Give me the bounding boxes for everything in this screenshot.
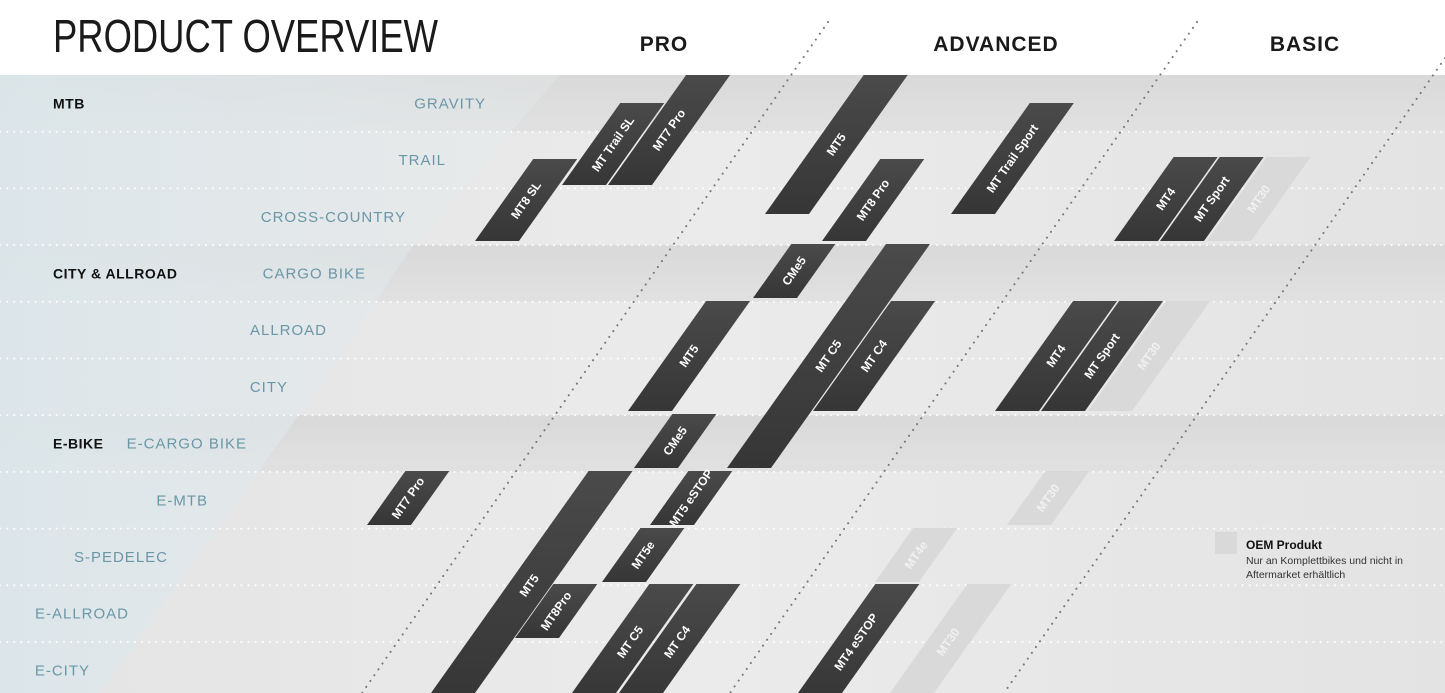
row-dividers bbox=[0, 130, 1445, 643]
product-bar-oem[interactable]: MT30 bbox=[1007, 471, 1090, 525]
product-bar-shape bbox=[875, 528, 958, 582]
product-bar-shape bbox=[562, 103, 665, 185]
legend-title: OEM Produkt bbox=[1246, 538, 1322, 552]
legend-line-1: Nur an Komplettbikes und nicht in bbox=[1246, 555, 1403, 567]
product-bar-shape bbox=[951, 103, 1074, 214]
product-bar-shape bbox=[1007, 471, 1090, 525]
category-label: S-PEDELEC bbox=[74, 549, 168, 566]
product-bar-shape bbox=[628, 301, 751, 411]
product-bar-shape bbox=[430, 471, 633, 693]
category-label: CITY bbox=[250, 379, 288, 396]
section-bands bbox=[0, 75, 1445, 693]
category-label: E-MTB bbox=[156, 492, 208, 509]
category-label: CARGO BIKE bbox=[263, 265, 366, 282]
product-bar-shape bbox=[813, 301, 936, 411]
product-bar-shape bbox=[634, 414, 717, 468]
product-bar[interactable]: MT C5 bbox=[567, 584, 694, 693]
product-bar-shape bbox=[1041, 301, 1164, 411]
product-bar-oem[interactable]: MT30 bbox=[1207, 157, 1311, 241]
product-bar[interactable]: CMe5 bbox=[634, 414, 717, 468]
category-label-area bbox=[0, 75, 560, 693]
product-bar-shape bbox=[602, 528, 685, 582]
product-bar-shape bbox=[1114, 157, 1218, 241]
product-bar-shape bbox=[1207, 157, 1311, 241]
product-bar-shape bbox=[889, 584, 1012, 693]
product-bar-shape bbox=[727, 244, 931, 468]
product-bar[interactable]: MT4 bbox=[995, 301, 1118, 411]
product-bar-shape bbox=[797, 584, 920, 693]
product-bar[interactable]: MT5 bbox=[426, 471, 633, 693]
category-label: GRAVITY bbox=[414, 95, 486, 112]
product-bar-oem[interactable]: MT4e bbox=[875, 528, 958, 582]
page-title: PRODUCT OVERVIEW bbox=[53, 10, 438, 62]
tier-header-advanced: ADVANCED bbox=[933, 33, 1058, 56]
section-label: CITY & ALLROAD bbox=[53, 265, 177, 281]
section-label: E-BIKE bbox=[53, 436, 103, 452]
product-bar[interactable]: CMe5 bbox=[753, 244, 836, 298]
header-background bbox=[0, 0, 1445, 75]
product-bar[interactable]: MT C4 bbox=[614, 584, 741, 693]
product-bar[interactable]: MT4 bbox=[1114, 157, 1218, 241]
product-bar-shape bbox=[822, 159, 925, 241]
product-bar-shape bbox=[1160, 157, 1264, 241]
section-label: MTB bbox=[53, 95, 85, 111]
tier-divider bbox=[361, 21, 829, 693]
product-bar[interactable]: MT C4 bbox=[813, 301, 936, 411]
product-bar-shape bbox=[475, 159, 578, 241]
product-bar-shape bbox=[571, 584, 694, 693]
product-bar-shape bbox=[515, 584, 598, 638]
product-bar-shape bbox=[1088, 301, 1211, 411]
tier-header-basic: BASIC bbox=[1270, 33, 1340, 56]
category-label: E-ALLROAD bbox=[35, 606, 129, 623]
product-bar-shape bbox=[765, 75, 908, 214]
legend-line-2: Aftermarket erhältlich bbox=[1246, 569, 1345, 581]
product-bar[interactable]: MT5e bbox=[602, 528, 685, 582]
legend: OEM Produkt Nur an Komplettbikes und nic… bbox=[1215, 532, 1403, 581]
product-bar[interactable]: MT5 bbox=[765, 75, 908, 214]
product-bar-shape bbox=[753, 244, 836, 298]
product-bar-oem[interactable]: MT30 bbox=[1088, 301, 1211, 411]
category-label: CROSS-COUNTRY bbox=[261, 209, 406, 226]
product-bar-oem[interactable]: MT30 bbox=[885, 584, 1012, 693]
product-bar-shape bbox=[367, 471, 450, 525]
tier-header-pro: PRO bbox=[640, 33, 689, 56]
tier-divider bbox=[1003, 57, 1445, 693]
legend-oem-swatch bbox=[1215, 532, 1237, 554]
product-bar-shape bbox=[995, 301, 1118, 411]
category-label: E-CITY bbox=[35, 662, 90, 679]
category-label: ALLROAD bbox=[250, 322, 327, 339]
product-bar-shape bbox=[650, 471, 733, 525]
tier-divider bbox=[729, 21, 1198, 693]
category-label: TRAIL bbox=[398, 152, 446, 169]
tier-dividers bbox=[361, 21, 1445, 693]
product-bar-shape bbox=[608, 75, 731, 185]
product-bar-shape bbox=[618, 584, 741, 693]
category-label: E-CARGO BIKE bbox=[127, 436, 247, 453]
product-bar[interactable]: MT5 bbox=[628, 301, 751, 411]
product-bar[interactable]: MT C5 bbox=[727, 244, 931, 468]
